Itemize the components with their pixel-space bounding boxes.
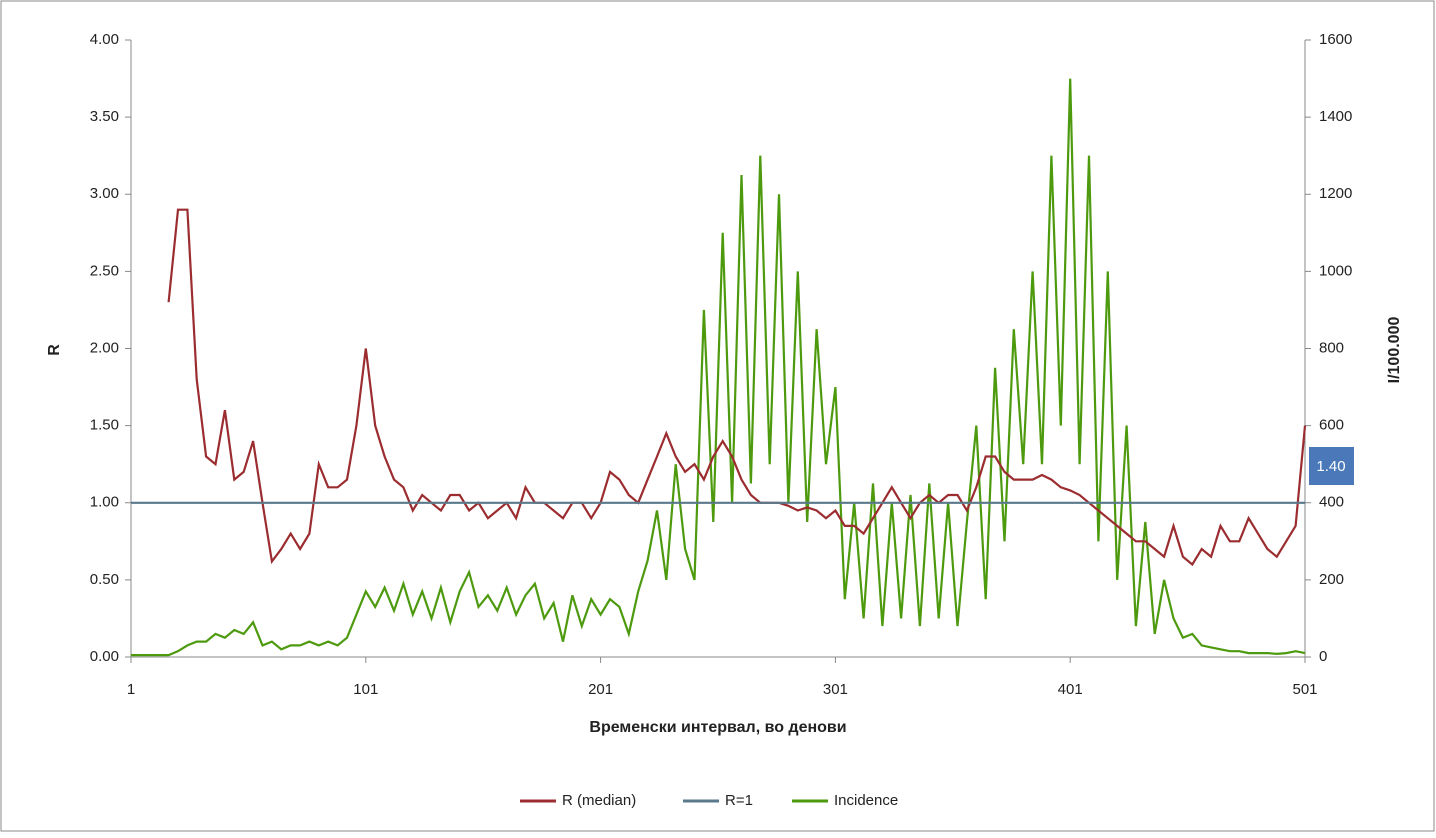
y2-tick-label: 0 xyxy=(1319,648,1327,665)
x-tick-label: 1 xyxy=(127,681,135,698)
legend-label: R=1 xyxy=(725,792,753,809)
annotation-box xyxy=(1309,447,1354,485)
legend-label: Incidence xyxy=(834,792,898,809)
y-tick-label: 0.00 xyxy=(90,648,119,665)
y2-tick-label: 1400 xyxy=(1319,108,1352,125)
x-tick-label: 301 xyxy=(823,681,848,698)
y2-tick-label: 400 xyxy=(1319,494,1344,511)
x-axis-title: Временски интервал, во денови xyxy=(589,719,846,736)
y2-tick-label: 600 xyxy=(1319,417,1344,434)
x-tick-label: 101 xyxy=(353,681,378,698)
y-tick-label: 1.00 xyxy=(90,494,119,511)
y-tick-label: 1.50 xyxy=(90,417,119,434)
x-tick-label: 201 xyxy=(588,681,613,698)
annotation: 1.40 xyxy=(1316,458,1345,475)
legend-label: R (median) xyxy=(562,792,636,809)
series-line xyxy=(167,208,1307,567)
y-tick-label: 4.00 xyxy=(90,31,119,48)
y2-tick-label: 1000 xyxy=(1319,262,1352,279)
y2-tick-label: 800 xyxy=(1319,339,1344,356)
y2-tick-label: 200 xyxy=(1319,571,1344,588)
series-line xyxy=(131,78,1306,657)
y-tick-label: 2.50 xyxy=(90,262,119,279)
y-tick-label: 3.50 xyxy=(90,108,119,125)
y-tick-label: 3.00 xyxy=(90,185,119,202)
y-tick-label: 0.50 xyxy=(90,571,119,588)
y2-tick-label: 1200 xyxy=(1319,185,1352,202)
x-tick-label: 401 xyxy=(1058,681,1083,698)
y-tick-label: 2.00 xyxy=(90,339,119,356)
y2-tick-label: 1600 xyxy=(1319,31,1352,48)
x-tick-label: 501 xyxy=(1292,681,1317,698)
y2-axis-title: I/100.000 xyxy=(1386,317,1403,384)
y-axis-title: R xyxy=(46,344,63,356)
